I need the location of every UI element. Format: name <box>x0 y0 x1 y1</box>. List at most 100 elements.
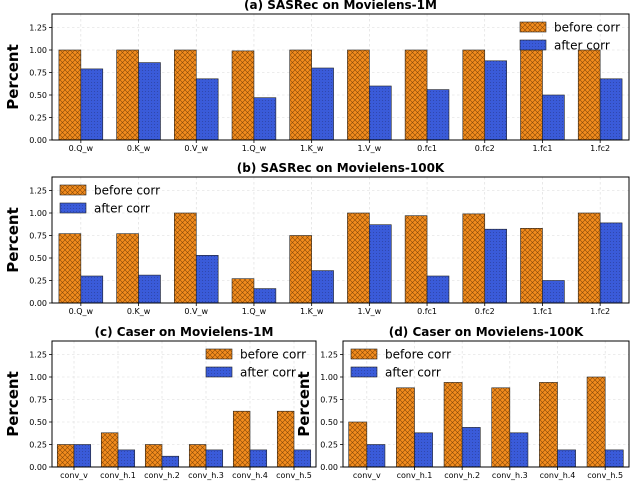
bar-after-corr <box>599 222 623 304</box>
x-tick-label: conv_h.5 <box>587 471 623 480</box>
legend-label: after corr <box>94 202 150 216</box>
bar-after-corr <box>369 85 392 141</box>
bar-before-corr <box>586 376 606 468</box>
legend-label: before corr <box>240 348 306 362</box>
legend-label: before corr <box>554 21 620 35</box>
bar-after-corr <box>509 432 529 468</box>
chart-title: (d) Caser on Movielens-100K <box>389 325 584 339</box>
y-tick-label: 0.50 <box>29 418 47 427</box>
legend-swatch-before <box>519 21 547 33</box>
y-axis-label: Percent <box>295 371 313 436</box>
bar-after-corr <box>414 432 433 468</box>
y-tick-label: 0.75 <box>320 395 338 404</box>
chart-title: (a) SASRec on Movielens-1M <box>244 0 437 12</box>
bar-before-corr <box>577 212 601 304</box>
bar-before-corr <box>462 49 486 141</box>
bar-after-corr <box>542 280 565 304</box>
bar-before-corr <box>347 49 370 141</box>
bar-after-corr <box>195 78 219 141</box>
bar-after-corr <box>604 449 624 468</box>
x-tick-label: 0.K_w <box>127 307 151 316</box>
x-tick-label: 1.Q_w <box>242 144 267 153</box>
legend-swatch-after <box>519 39 547 51</box>
y-tick-label: 1.25 <box>29 23 47 32</box>
bar-before-corr <box>289 49 312 141</box>
y-tick-label: 0.25 <box>29 276 47 285</box>
bar-before-corr <box>144 444 163 468</box>
bar-before-corr <box>276 410 295 468</box>
y-tick-label: 1.25 <box>29 350 47 359</box>
bar-before-corr <box>348 421 368 468</box>
bar-before-corr <box>56 444 75 468</box>
x-tick-label: 0.Q_w <box>69 307 94 316</box>
legend-label: after corr <box>554 39 610 53</box>
bar-after-corr <box>73 444 92 468</box>
x-tick-label: 1.fc2 <box>590 307 610 316</box>
bar-after-corr <box>161 455 180 468</box>
y-axis-label: Percent <box>4 207 22 272</box>
bar-after-corr <box>80 275 104 304</box>
bar-after-corr <box>426 275 450 304</box>
bar-before-corr <box>231 50 255 141</box>
plot-frame <box>51 176 630 304</box>
bar-before-corr <box>116 49 139 141</box>
bar-before-corr <box>520 228 543 304</box>
bar-after-corr <box>426 89 450 141</box>
y-tick-label: 1.00 <box>29 373 47 382</box>
bar-after-corr <box>138 274 161 304</box>
x-tick-label: conv_h.4 <box>540 471 576 480</box>
x-tick-label: conv_h.5 <box>276 471 312 480</box>
plot-frame <box>51 340 317 468</box>
bar-after-corr <box>253 288 277 304</box>
y-tick-label: 0.25 <box>29 113 47 122</box>
chart-panel: (b) SASRec on Movielens-100K Percent 0.00 0… <box>4 161 630 316</box>
y-tick-label: 0.75 <box>29 231 47 240</box>
legend-swatch-before <box>205 348 233 360</box>
x-tick-label: conv_h.1 <box>397 471 433 480</box>
bar-after-corr <box>542 94 565 141</box>
x-tick-label: conv_h.1 <box>100 471 136 480</box>
y-tick-label: 1.25 <box>29 186 47 195</box>
bar-after-corr <box>293 449 312 468</box>
bar-before-corr <box>577 49 601 141</box>
bar-before-corr <box>100 432 119 468</box>
legend-swatch-after <box>59 202 87 214</box>
bar-after-corr <box>484 60 507 141</box>
bar-before-corr <box>174 49 197 141</box>
bar-before-corr <box>404 49 428 141</box>
x-tick-label: 1.Q_w <box>242 307 267 316</box>
x-tick-label: conv_v <box>60 471 88 480</box>
chart-panel: (d) Caser on Movielens-100K Percent 0.00 0.… <box>295 325 630 480</box>
x-tick-label: conv_h.4 <box>232 471 268 480</box>
bar-before-corr <box>491 387 511 468</box>
bar-after-corr <box>366 444 386 468</box>
bar-after-corr <box>249 449 268 468</box>
y-tick-label: 0.25 <box>320 440 338 449</box>
bar-before-corr <box>520 49 543 141</box>
bar-before-corr <box>539 382 558 468</box>
legend-swatch-before <box>350 348 378 360</box>
legend-swatch-after <box>205 366 233 378</box>
bar-before-corr <box>396 387 415 468</box>
bar-before-corr <box>289 235 312 304</box>
x-tick-label: 1.fc2 <box>590 144 610 153</box>
chart-title: (c) Caser on Movielens-1M <box>95 325 274 339</box>
y-tick-label: 1.25 <box>320 350 338 359</box>
y-tick-label: 1.00 <box>29 209 47 218</box>
y-tick-label: 0.75 <box>29 395 47 404</box>
x-tick-label: 0.V_w <box>184 144 208 153</box>
bar-after-corr <box>80 68 104 141</box>
bar-before-corr <box>232 410 251 468</box>
y-axis-label: Percent <box>4 371 22 436</box>
x-tick-label: 0.Q_w <box>69 144 94 153</box>
legend: before corr after corr <box>350 348 451 380</box>
bar-before-corr <box>443 382 463 468</box>
x-tick-label: 1.K_w <box>300 307 324 316</box>
x-tick-label: 0.fc2 <box>475 144 495 153</box>
bar-before-corr <box>58 49 82 141</box>
bar-after-corr <box>205 449 224 468</box>
bar-before-corr <box>116 233 139 304</box>
legend-swatch-before <box>59 184 87 196</box>
y-tick-label: 1.00 <box>320 373 338 382</box>
